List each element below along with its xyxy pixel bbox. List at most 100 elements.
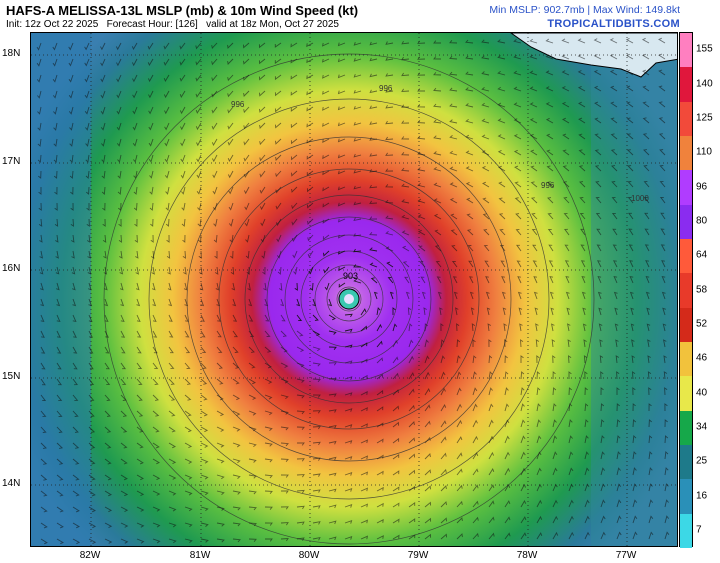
wind-barb (408, 421, 415, 428)
wind-barb (232, 458, 241, 464)
wind-barb (610, 101, 618, 108)
wind-barb (440, 387, 446, 396)
wind-barb (211, 122, 218, 130)
wind-barb (497, 118, 506, 124)
wind-barb (563, 197, 570, 204)
wind-barb (40, 346, 46, 354)
wind-barb (545, 117, 554, 124)
wind-barb (600, 451, 605, 460)
wind-barb (38, 170, 42, 179)
wind-barb (616, 371, 620, 380)
wind-barb (72, 506, 80, 513)
isobar-label-d: 1000 (631, 194, 649, 203)
wind-barb (136, 362, 143, 370)
wind-barb (232, 330, 238, 338)
wind-barb (626, 117, 634, 124)
wind-barb (200, 362, 207, 369)
wind-barb (484, 260, 490, 268)
wind-barb (100, 106, 106, 115)
colorbar-segment (680, 376, 692, 412)
wind-barb (661, 260, 666, 268)
wind-barb (40, 410, 47, 418)
wind-barb (152, 474, 161, 481)
wind-barb (658, 69, 666, 76)
wind-barb (149, 170, 154, 179)
wind-barb (408, 518, 416, 524)
coastline (510, 33, 677, 78)
wind-barb (216, 426, 225, 432)
wind-barb (513, 102, 522, 108)
wind-barb (337, 58, 346, 63)
wind-barb (264, 506, 273, 510)
wind-barb (40, 378, 46, 386)
wind-barb (296, 330, 304, 337)
wind-barb (104, 442, 112, 449)
wind-barb (392, 389, 399, 396)
wind-barb (116, 74, 122, 83)
wind-barb (56, 298, 61, 307)
wind-barb (658, 133, 666, 140)
wind-barb (100, 58, 106, 67)
wind-barb (504, 403, 510, 412)
wind-barb (424, 323, 428, 332)
wind-barb (248, 538, 257, 542)
wind-barb (598, 307, 602, 316)
wind-barb (408, 323, 413, 332)
wind-barb (504, 532, 511, 540)
wind-barb (328, 362, 337, 366)
wind-barb (296, 458, 305, 462)
wind-barb (280, 298, 285, 307)
wind-barb (610, 85, 618, 92)
wind-barb (552, 467, 558, 476)
colorbar-tick-label: 58 (696, 284, 708, 295)
wind-barb (642, 117, 650, 124)
wind-barb (200, 506, 209, 512)
wind-barb (353, 169, 362, 174)
wind-barb (417, 167, 426, 172)
wind-barb (104, 394, 111, 401)
wind-barb (408, 453, 416, 460)
wind-barb (165, 202, 170, 211)
wind-barb (291, 202, 298, 210)
wind-barb (433, 56, 442, 60)
wind-barb (392, 518, 400, 524)
wind-barb (136, 474, 144, 481)
wind-barb (337, 106, 346, 111)
wind-barb (168, 522, 177, 528)
wind-barb (296, 505, 305, 510)
wind-barb (120, 394, 127, 401)
wind-barb (386, 261, 394, 268)
wind-barb (568, 435, 573, 444)
wind-barb (280, 426, 289, 431)
wind-barb (405, 291, 410, 300)
wind-barb (168, 442, 176, 449)
wind-barb (312, 298, 317, 307)
wind-barb (376, 373, 384, 380)
wind-barb (259, 138, 266, 146)
wind-barb (545, 54, 554, 60)
wind-barb (353, 264, 362, 268)
wind-barb (440, 355, 446, 364)
wind-barb (578, 133, 586, 140)
wind-barb (227, 138, 234, 146)
colorbar-tick-label: 40 (696, 387, 708, 398)
wind-barb (134, 218, 138, 227)
wind-barb (550, 307, 555, 316)
wind-barb (200, 458, 209, 464)
wind-barb (227, 74, 234, 82)
wind-barb (328, 346, 337, 350)
wind-barb (184, 378, 191, 385)
wind-barb (385, 215, 394, 220)
wind-barb (56, 442, 64, 449)
wind-barb (535, 339, 540, 348)
wind-barb (613, 291, 618, 300)
wind-barb (550, 323, 555, 332)
wind-barb (449, 71, 458, 76)
wind-barb (306, 58, 314, 64)
wind-barb (611, 212, 618, 220)
wind-barb (164, 106, 170, 115)
wind-barb (306, 74, 314, 80)
wind-barb (37, 138, 42, 147)
wind-barb (338, 282, 346, 288)
wind-barb (52, 74, 58, 83)
